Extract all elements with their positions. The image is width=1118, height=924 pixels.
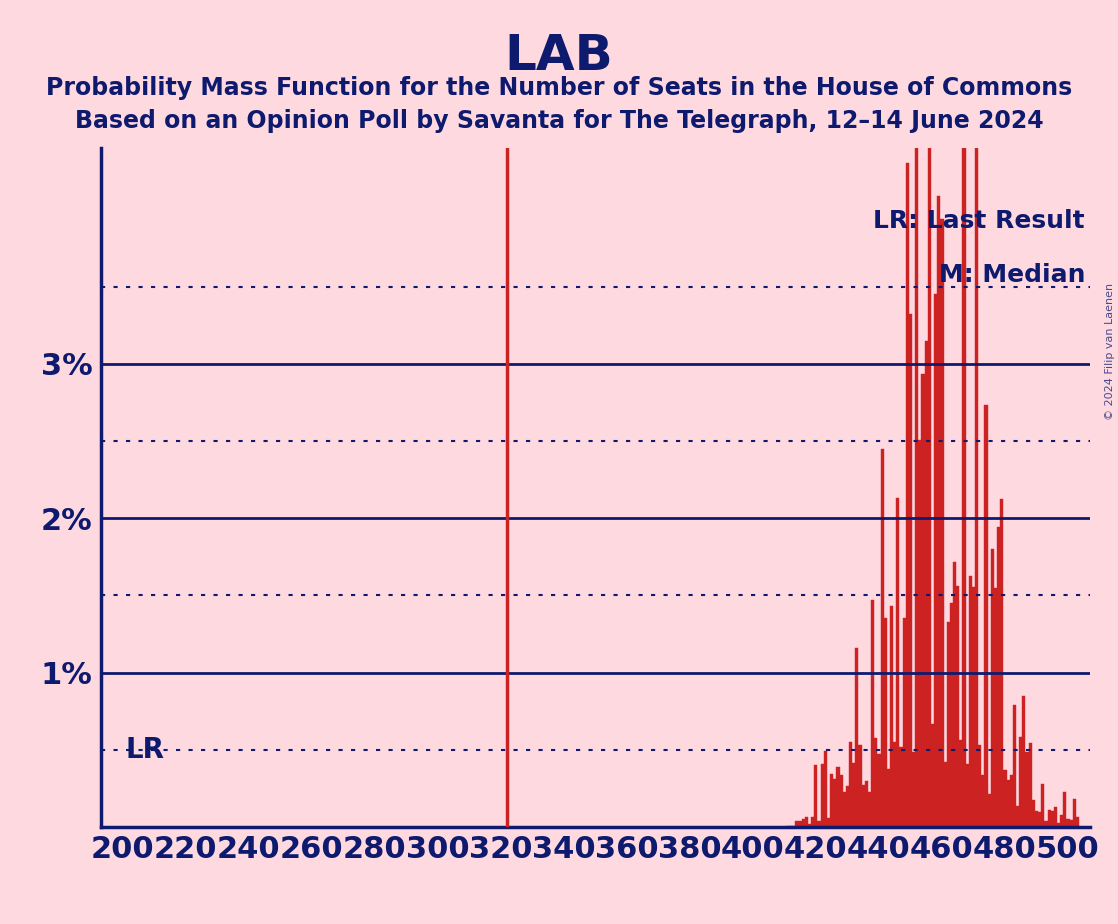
Bar <box>947 623 950 827</box>
Bar <box>814 765 817 827</box>
Bar <box>1020 737 1022 827</box>
Bar <box>994 588 997 827</box>
Text: LR: Last Result: LR: Last Result <box>873 209 1086 233</box>
Bar <box>1063 793 1067 827</box>
Bar <box>959 740 963 827</box>
Bar <box>966 764 968 827</box>
Bar <box>906 163 909 827</box>
Bar <box>1029 744 1032 827</box>
Bar <box>812 817 814 827</box>
Bar <box>1057 823 1060 827</box>
Bar <box>985 406 987 827</box>
Bar <box>868 792 871 827</box>
Bar <box>937 196 940 827</box>
Bar <box>1032 800 1035 827</box>
Bar <box>805 818 808 827</box>
Bar <box>950 603 953 827</box>
Bar <box>953 563 956 827</box>
Bar <box>975 119 978 827</box>
Bar <box>978 745 982 827</box>
Bar <box>928 77 931 827</box>
Bar <box>956 586 959 827</box>
Bar <box>843 792 846 827</box>
Bar <box>798 821 802 827</box>
Bar <box>1054 808 1057 827</box>
Bar <box>893 742 897 827</box>
Text: M: Median: M: Median <box>939 263 1086 287</box>
Bar <box>824 751 827 827</box>
Bar <box>1070 820 1072 827</box>
Bar <box>846 786 849 827</box>
Bar <box>859 745 862 827</box>
Bar <box>1006 781 1010 827</box>
Bar <box>1041 784 1044 827</box>
Bar <box>1016 807 1020 827</box>
Bar <box>944 762 947 827</box>
Bar <box>878 754 881 827</box>
Bar <box>1051 811 1054 827</box>
Bar <box>1072 799 1076 827</box>
Bar <box>821 764 824 827</box>
Bar <box>1025 752 1029 827</box>
Bar <box>1010 775 1013 827</box>
Bar <box>921 374 925 827</box>
Bar <box>840 775 843 827</box>
Bar <box>883 618 887 827</box>
Bar <box>890 606 893 827</box>
Bar <box>881 449 883 827</box>
Bar <box>931 723 934 827</box>
Bar <box>1067 820 1070 827</box>
Text: LAB: LAB <box>504 32 614 80</box>
Bar <box>1048 809 1051 827</box>
Bar <box>897 498 899 827</box>
Bar <box>887 769 890 827</box>
Bar <box>968 576 972 827</box>
Bar <box>1022 696 1025 827</box>
Bar <box>934 294 937 827</box>
Bar <box>918 440 921 827</box>
Bar <box>802 819 805 827</box>
Text: © 2024 Filip van Laenen: © 2024 Filip van Laenen <box>1106 283 1115 419</box>
Bar <box>972 587 975 827</box>
Bar <box>795 821 798 827</box>
Bar <box>874 738 878 827</box>
Bar <box>1060 815 1063 827</box>
Bar <box>909 314 912 827</box>
Bar <box>833 779 836 827</box>
Text: Based on an Opinion Poll by Savanta for The Telegraph, 12–14 June 2024: Based on an Opinion Poll by Savanta for … <box>75 109 1043 133</box>
Text: LR: LR <box>126 736 164 764</box>
Bar <box>849 742 852 827</box>
Bar <box>817 821 821 827</box>
Bar <box>899 747 902 827</box>
Bar <box>836 767 840 827</box>
Bar <box>1038 811 1041 827</box>
Bar <box>997 527 1001 827</box>
Bar <box>808 824 812 827</box>
Text: Probability Mass Function for the Number of Seats in the House of Commons: Probability Mass Function for the Number… <box>46 76 1072 100</box>
Bar <box>1001 499 1003 827</box>
Bar <box>1035 810 1038 827</box>
Bar <box>991 550 994 827</box>
Bar <box>940 219 944 827</box>
Bar <box>830 773 833 827</box>
Bar <box>852 762 855 827</box>
Bar <box>912 752 916 827</box>
Bar <box>1044 821 1048 827</box>
Bar <box>1076 817 1079 827</box>
Bar <box>862 785 864 827</box>
Bar <box>963 0 966 827</box>
Bar <box>827 818 830 827</box>
Bar <box>864 781 868 827</box>
Bar <box>902 618 906 827</box>
Bar <box>982 775 985 827</box>
Bar <box>925 341 928 827</box>
Bar <box>987 794 991 827</box>
Bar <box>855 648 859 827</box>
Bar <box>1013 705 1016 827</box>
Bar <box>871 600 874 827</box>
Bar <box>916 0 918 827</box>
Bar <box>1003 771 1006 827</box>
